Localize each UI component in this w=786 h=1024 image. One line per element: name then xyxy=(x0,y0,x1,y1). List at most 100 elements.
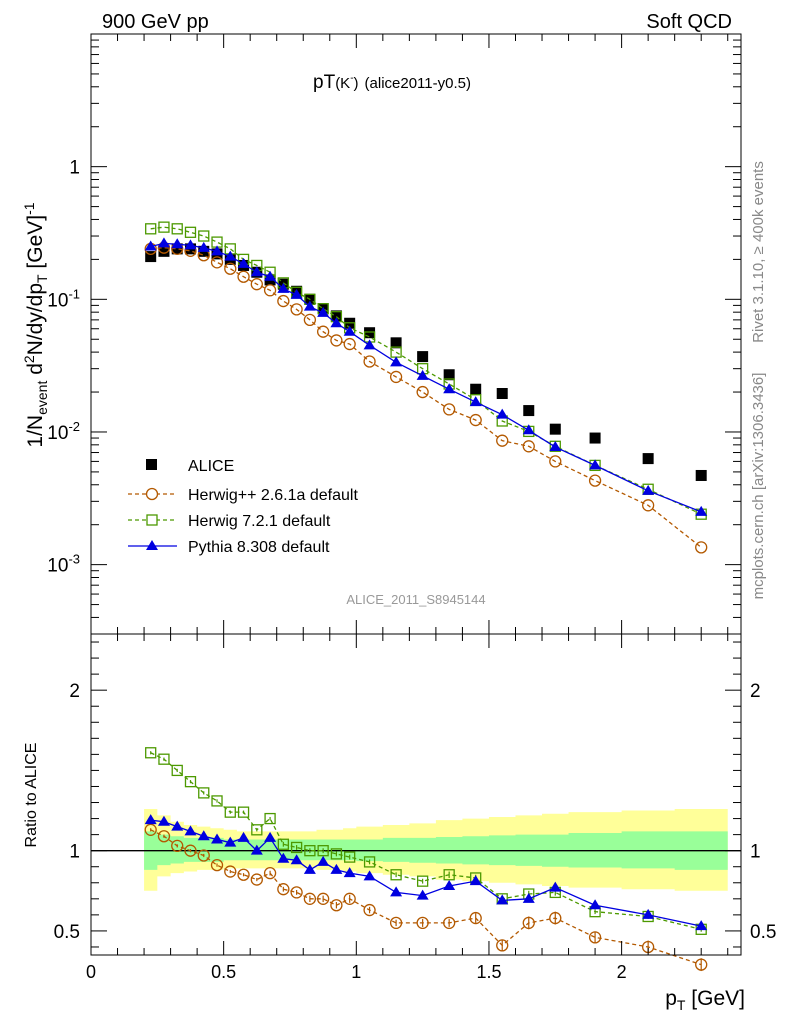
legend-entry-herwig7: Herwig 7.2.1 default xyxy=(128,513,331,530)
main-point-pythia xyxy=(171,238,184,249)
legend-label-herwig7: Herwig 7.2.1 default xyxy=(188,513,331,530)
main-point-herwig_pp xyxy=(443,403,456,416)
main-point-herwig_pp xyxy=(303,313,317,327)
ratio-point-herwig_pp xyxy=(416,916,429,930)
ratio-point-herwig_pp xyxy=(197,849,210,862)
main-point-alice xyxy=(390,337,402,349)
header-right: Soft QCD xyxy=(646,11,732,33)
ratio-point-herwig7 xyxy=(198,787,210,799)
ratio-point-herwig7 xyxy=(264,812,276,825)
ratio-point-pythia xyxy=(330,863,343,874)
legend-marker-herwig7 xyxy=(146,514,158,526)
legend-entry-pythia: Pythia 8.308 default xyxy=(128,539,330,556)
ratio-point-pythia xyxy=(303,863,316,874)
main-point-herwig_pp xyxy=(389,370,403,384)
ratio-point-pythia xyxy=(224,836,237,847)
main-point-herwig_pp xyxy=(363,355,376,368)
main-point-herwig_pp xyxy=(469,413,482,427)
ratio-point-herwig7 xyxy=(363,856,376,868)
ratio-point-herwig_pp xyxy=(588,931,602,944)
x-tick-label: 1.5 xyxy=(476,962,501,982)
main-point-herwig_pp xyxy=(549,455,562,468)
ratio-series-layer xyxy=(144,747,708,972)
ratio-point-pythia xyxy=(277,852,290,863)
main-point-herwig7 xyxy=(171,223,183,235)
rivet-label: Rivet 3.1.10, ≥ 400k events xyxy=(750,161,767,343)
legend-label-herwigpp: Herwig++ 2.6.1a default xyxy=(188,487,358,504)
ratio-point-herwig7 xyxy=(330,848,343,860)
main-point-herwig_pp xyxy=(416,385,429,399)
main-y-tick-label: 10-2 xyxy=(47,419,80,444)
ratio-y-tick-label-right: 0.5 xyxy=(750,922,776,943)
main-point-pythia xyxy=(144,240,157,251)
main-point-alice xyxy=(171,243,183,255)
main-y-tick-label: 10-3 xyxy=(47,552,80,577)
ratio-point-herwig_pp xyxy=(184,844,197,857)
main-point-alice xyxy=(443,369,455,381)
x-tick-label: 0 xyxy=(86,962,96,982)
legend-label-alice: ALICE xyxy=(188,458,234,475)
main-point-pythia xyxy=(277,282,290,293)
ratio-point-pythia xyxy=(250,844,263,855)
legend-marker-pythia xyxy=(146,540,158,550)
ratio-point-herwig_pp xyxy=(210,858,224,872)
ratio-point-pythia xyxy=(416,889,429,900)
main-series-pythia xyxy=(144,237,708,516)
main-point-pythia xyxy=(522,424,535,435)
ratio-point-pythia xyxy=(197,830,210,841)
ratio-point-pythia xyxy=(343,867,356,878)
main-point-pythia xyxy=(443,383,456,394)
ratio-point-herwig7 xyxy=(416,875,429,887)
ratio-y-tick-label-left: 2 xyxy=(69,681,80,702)
main-point-herwig7 xyxy=(184,226,197,238)
main-point-pythia xyxy=(330,317,343,328)
main-point-pythia xyxy=(469,396,482,407)
ratio-point-herwig7 xyxy=(290,841,303,854)
ratio-point-pythia xyxy=(264,831,277,842)
ratio-point-herwig_pp xyxy=(237,868,250,881)
ratio-point-pythia xyxy=(522,892,535,903)
ratio-point-herwig7 xyxy=(158,753,170,765)
ratio-point-pythia xyxy=(469,875,482,886)
ratio-point-pythia xyxy=(695,920,708,931)
main-point-alice xyxy=(145,251,157,263)
ratio-point-herwig_pp xyxy=(695,958,708,971)
main-point-herwig_pp xyxy=(641,499,655,512)
legend-entry-herwigpp: Herwig++ 2.6.1a default xyxy=(128,487,358,504)
main-point-herwig_pp xyxy=(343,337,356,351)
x-tick-label: 0.5 xyxy=(211,962,236,982)
ratio-point-herwig7 xyxy=(224,806,236,818)
main-y-tick-label: 10-1 xyxy=(47,286,80,311)
ratio-point-pythia xyxy=(443,879,456,890)
main-point-herwig7 xyxy=(390,346,402,358)
main-point-pythia xyxy=(250,266,263,277)
main-series-alice xyxy=(145,243,707,481)
main-series-layer xyxy=(144,221,708,554)
main-point-herwig_pp xyxy=(263,284,277,297)
ratio-point-pythia xyxy=(237,831,250,842)
ratio-point-herwig_pp xyxy=(171,839,184,853)
main-point-pythia xyxy=(695,505,708,516)
ratio-point-pythia xyxy=(363,870,376,881)
ratio-series-herwig_pp xyxy=(144,823,708,972)
ratio-point-herwig_pp xyxy=(157,830,171,843)
main-point-pythia xyxy=(184,239,197,250)
ratio-uncertainty-band xyxy=(91,808,741,891)
ratio-point-herwig7 xyxy=(145,747,157,759)
main-point-pythia xyxy=(197,241,210,252)
main-point-alice xyxy=(642,453,654,465)
main-point-alice xyxy=(589,432,601,444)
main-point-pythia xyxy=(416,369,429,380)
ratio-point-herwig_pp xyxy=(469,911,482,925)
main-point-herwig_pp xyxy=(316,325,330,338)
ratio-point-pythia xyxy=(290,854,303,865)
ratio-point-herwig_pp xyxy=(277,883,290,896)
main-point-alice xyxy=(417,351,429,363)
ratio-frame xyxy=(90,633,742,956)
ratio-point-pythia xyxy=(171,820,184,831)
main-point-herwig_pp xyxy=(224,262,237,275)
main-point-herwig_pp xyxy=(250,278,263,291)
ratio-point-herwig7 xyxy=(344,851,356,863)
ratio-point-herwig_pp xyxy=(144,823,157,836)
main-point-herwig_pp xyxy=(522,440,535,453)
